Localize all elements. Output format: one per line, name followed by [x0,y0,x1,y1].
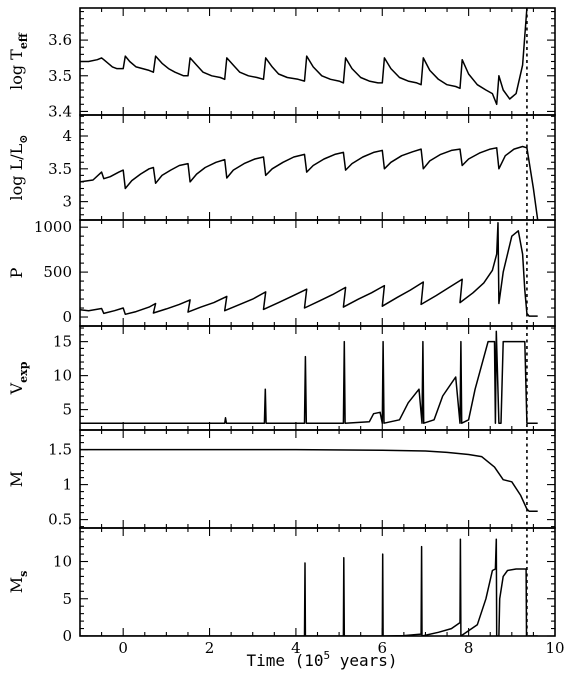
y-tick-label-mass: 1.5 [48,441,72,459]
y-tick-label-vexp: 10 [53,367,72,385]
y-axis-title-text: log T [7,49,26,90]
x-axis-label: Time (105 years) [246,649,397,670]
panel-period: 0 500 1000 P [7,218,556,327]
x-axis-label-exp: 5 [324,649,331,662]
x-axis-label-prefix: Time (10 [246,651,323,670]
panel-frame-mass [79,429,556,529]
y-axis-title-text: M [7,471,26,487]
y-tick-label-period: 0 [62,308,72,326]
y-tick-label-vexp: 15 [53,333,72,351]
y-tick-label-teff: 3.4 [48,102,72,120]
y-axis-title-text: M [7,577,26,593]
y-tick-label-period: 500 [43,263,72,281]
y-tick-label-teff: 3.6 [48,31,72,49]
x-tick-label: 2 [205,639,215,657]
y-axis-title-subscript: s [17,571,30,577]
x-axis-label-suffix: years) [330,651,397,670]
panel-frame-teff [79,7,556,116]
series-line-vexp [80,330,538,424]
y-tick-label-msh: 10 [53,553,72,571]
x-tick-label: 4 [291,639,301,657]
series-line-mass [80,448,538,512]
y-tick-label-mass: 0.5 [48,511,72,529]
x-tick-label: 8 [464,639,474,657]
x-tick-label: 0 [118,639,128,657]
series-line-msh [80,538,538,636]
y-tick-label-lum: 3.5 [48,160,72,178]
y-axis-title-lum: log L/L⊙ [7,135,30,201]
y-axis-title-text: P [7,267,26,278]
panel-lum: 3 3.5 4 log L/L⊙ [7,114,556,221]
y-axis-title-text: log L/L [7,143,26,200]
panel-mass: 0.5 1 1.5 M [7,429,556,529]
y-axis-title-subscript: exp [17,361,30,383]
y-axis-title-subscript: ⊙ [17,135,30,144]
x-tick-label: 10 [545,639,564,657]
y-axis-title-period: P [7,267,26,278]
y-axis-title-mass: M [7,471,26,487]
panel-teff: 3.4 3.5 3.6 log Teff [7,7,556,120]
y-tick-label-teff: 3.5 [48,67,72,85]
y-tick-label-mass: 1 [62,476,72,494]
y-tick-label-msh: 5 [62,590,72,608]
y-axis-title-subscript: eff [17,32,30,49]
panel-frame-vexp [79,325,556,431]
series-line-period [80,221,538,317]
panel-frame-period [79,219,556,327]
series-line-lum [80,145,539,220]
y-axis-title-teff: log Teff [7,32,30,90]
panel-frame-msh [79,527,556,637]
y-axis-title-text: V [7,382,26,395]
y-tick-label-period: 1000 [34,218,72,236]
y-tick-label-vexp: 5 [62,401,72,419]
panel-vexp: 5 10 15 Vexp [7,325,556,431]
y-axis-title-vexp: Vexp [7,361,30,395]
y-tick-label-lum: 3 [62,193,72,211]
x-tick-label: 6 [377,639,387,657]
y-tick-label-lum: 4 [62,127,72,145]
series-line-teff [80,8,528,106]
y-axis-title-msh: Ms [7,571,30,594]
panel-msh: 0 5 10 Ms 0 2 4 6 8 10 [7,527,565,657]
y-tick-label-msh: 0 [62,627,72,645]
